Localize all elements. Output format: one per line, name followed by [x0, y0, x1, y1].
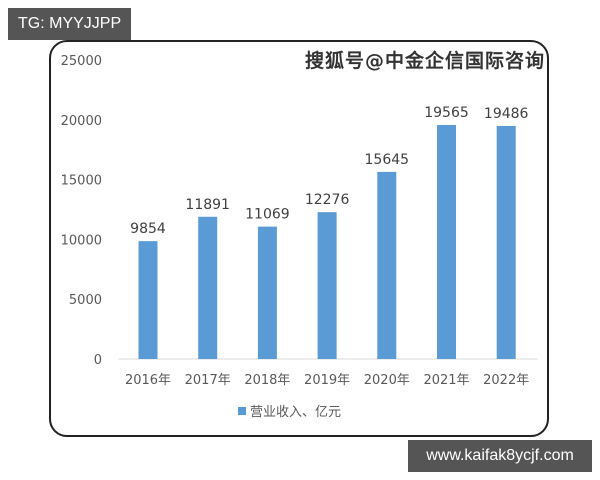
x-tick-label: 2016年 [125, 373, 171, 388]
bar [138, 241, 158, 359]
legend-swatch [238, 407, 246, 415]
watermark-text: 搜狐号@中金企信国际咨询 [305, 50, 546, 72]
data-label: 15645 [365, 152, 410, 168]
bar [257, 226, 277, 359]
chart-frame [49, 40, 549, 437]
x-tick-label: 2019年 [304, 373, 350, 388]
data-label: 9854 [130, 221, 166, 237]
data-label: 11069 [245, 207, 290, 223]
y-tick-label: 10000 [61, 233, 102, 248]
x-tick-label: 2021年 [423, 373, 469, 388]
y-axis: 0 5000 10000 15000 20000 25000 [61, 54, 102, 368]
data-label: 12276 [305, 192, 350, 208]
y-tick-label: 0 [94, 353, 102, 368]
legend: 营业收入、亿元 [238, 405, 341, 420]
y-tick-label: 15000 [61, 174, 102, 189]
data-label: 11891 [185, 197, 230, 213]
x-axis: 2016年 2017年 2018年 2019年 2020年 2021年 2022年 [125, 373, 529, 388]
x-tick-label: 2022年 [483, 373, 529, 388]
x-tick-label: 2018年 [244, 373, 290, 388]
bar [437, 125, 456, 360]
bar [317, 212, 337, 359]
bar [377, 171, 397, 359]
y-tick-label: 25000 [61, 54, 102, 69]
website-tag: www.kaifak8ycjf.com [408, 440, 592, 472]
bar [496, 125, 516, 359]
tg-tag: TG: MYYJJPP [8, 8, 132, 40]
x-tick-label: 2017年 [185, 373, 231, 388]
y-tick-label: 5000 [69, 293, 102, 308]
data-label: 19565 [424, 105, 469, 121]
x-tick-label: 2020年 [364, 373, 410, 388]
y-tick-label: 20000 [61, 114, 102, 129]
bar [198, 216, 218, 359]
bars: 9854 11891 11069 12276 15645 19565 19486 [130, 105, 529, 360]
data-label: 19486 [484, 106, 529, 122]
legend-label: 营业收入、亿元 [250, 405, 341, 420]
